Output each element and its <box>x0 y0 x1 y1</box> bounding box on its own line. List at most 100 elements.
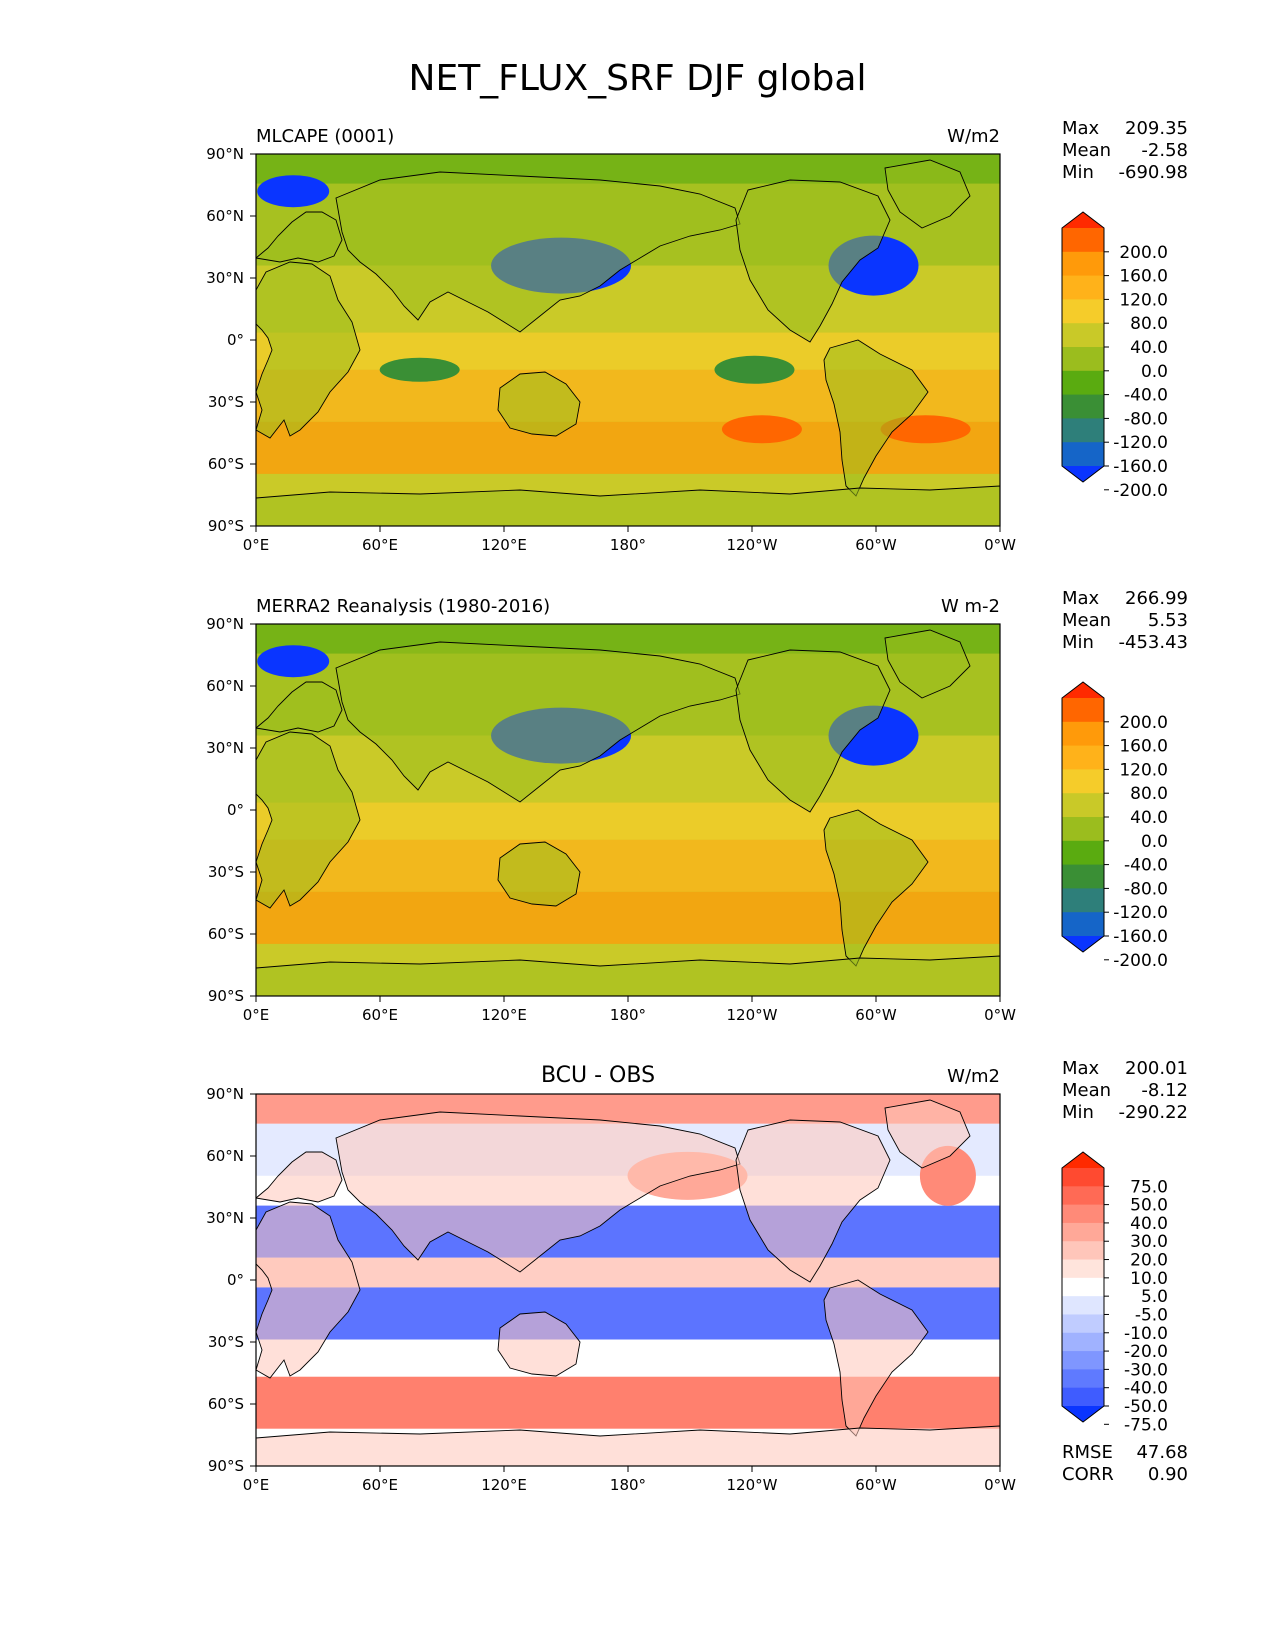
colorbar-segment <box>1062 1204 1104 1224</box>
colorbar-segment <box>1062 1369 1104 1389</box>
colorbar-segment <box>1062 394 1104 419</box>
colorbar-segment <box>1062 1332 1104 1352</box>
lat-tick-label: 30°S <box>208 1333 244 1351</box>
stat-value: 200.01 <box>1125 1058 1188 1079</box>
stat-label: Min <box>1062 1102 1094 1123</box>
map-blob <box>257 175 330 208</box>
colorbar-tick-label: -75.0 <box>1124 1415 1168 1435</box>
colorbar-segment <box>1062 1222 1104 1242</box>
colorbar-tick-label: -5.0 <box>1135 1305 1168 1325</box>
lon-tick-label: 120°E <box>481 1476 527 1494</box>
colorbar-tick-label: -200.0 <box>1113 951 1168 971</box>
colorbar-tick-label: 40.0 <box>1130 1214 1168 1234</box>
lon-tick-label: 180° <box>610 536 646 554</box>
colorbar-segment <box>1062 442 1104 467</box>
lon-tick-label: 180° <box>610 1476 646 1494</box>
stat-value: 5.53 <box>1148 610 1188 631</box>
colorbar-segment <box>1062 840 1104 866</box>
lat-tick-label: 30°S <box>208 863 244 881</box>
lat-tick-label: 30°S <box>208 393 244 411</box>
colorbar-segment <box>1062 1296 1104 1315</box>
colorbar-segment <box>1062 793 1104 818</box>
stat-value: 266.99 <box>1125 588 1188 609</box>
colorbar-segment <box>1062 912 1104 937</box>
stat-value: 209.35 <box>1125 118 1188 139</box>
colorbar-segment <box>1062 1186 1104 1206</box>
colorbar-tick-label: -40.0 <box>1124 1379 1168 1399</box>
colorbar-segment <box>1062 228 1104 253</box>
panel-units: W/m2 <box>947 1066 1000 1087</box>
map-blob <box>714 355 795 384</box>
lat-tick-label: 60°S <box>208 925 244 943</box>
lon-tick-label: 0°E <box>243 1476 270 1494</box>
colorbar-segment <box>1062 275 1104 300</box>
panel-units: W/m2 <box>947 126 1000 147</box>
colorbar-tick-label: -40.0 <box>1124 386 1168 406</box>
colorbar-tick-label: 0.0 <box>1141 832 1168 852</box>
colorbar-tick-label: -160.0 <box>1113 927 1168 947</box>
map-field <box>256 1094 1000 1466</box>
stat-label: Max <box>1062 588 1100 609</box>
lat-tick-label: 90°N <box>206 145 244 163</box>
colorbar-segment <box>1062 1277 1104 1297</box>
lat-tick-label: 30°N <box>206 739 244 757</box>
map-field <box>256 154 1000 526</box>
colorbar-tick-label: -20.0 <box>1124 1342 1168 1362</box>
lon-tick-label: 120°W <box>727 536 778 554</box>
colorbar-segment <box>1062 299 1104 324</box>
stat-label: Min <box>1062 632 1094 653</box>
lat-tick-label: 90°S <box>208 987 244 1005</box>
colorbar-tick-label: 200.0 <box>1119 243 1168 263</box>
lat-tick-label: 90°S <box>208 1457 244 1475</box>
colorbar-segment <box>1062 1314 1104 1334</box>
stat-value: 0.90 <box>1148 1464 1188 1485</box>
colorbar-segment <box>1062 1259 1104 1279</box>
colorbar-tick-label: 80.0 <box>1130 314 1168 334</box>
colorbar-segment <box>1062 864 1104 889</box>
colorbar-segment <box>1062 1387 1104 1407</box>
colorbar-tick-label: 120.0 <box>1119 290 1168 310</box>
colorbar-tick-label: 5.0 <box>1141 1287 1168 1307</box>
stat-value: -690.98 <box>1119 162 1188 183</box>
colorbar-tick-label: 160.0 <box>1119 267 1168 287</box>
panel-title: MLCAPE (0001) <box>256 126 394 147</box>
colorbar-tick-label: 40.0 <box>1130 338 1168 358</box>
colorbar-tick-label: 0.0 <box>1141 362 1168 382</box>
lat-tick-label: 30°N <box>206 1209 244 1227</box>
colorbar: 75.050.040.030.020.010.05.0-5.0-10.0-20.… <box>1061 1151 1168 1435</box>
colorbar-segment <box>1062 745 1104 770</box>
stat-value: -8.12 <box>1141 1080 1188 1101</box>
stat-value: 47.68 <box>1136 1442 1188 1463</box>
lon-tick-label: 0°W <box>984 1006 1016 1024</box>
colorbar-tick-label: -80.0 <box>1124 879 1168 899</box>
stat-label: Mean <box>1062 140 1111 161</box>
map-band <box>256 154 1000 184</box>
lon-tick-label: 60°E <box>362 1476 398 1494</box>
lon-tick-label: 0°E <box>243 536 270 554</box>
lon-tick-label: 60°E <box>362 536 398 554</box>
colorbar-tick-label: 160.0 <box>1119 737 1168 757</box>
figure-title: NET_FLUX_SRF DJF global <box>408 58 867 99</box>
lat-tick-label: 60°N <box>206 207 244 225</box>
colorbar-segment <box>1062 721 1104 747</box>
stat-label: Mean <box>1062 1080 1111 1101</box>
stat-label: Mean <box>1062 610 1111 631</box>
colorbar-extend-min <box>1062 1406 1104 1422</box>
panel-title: BCU - OBS <box>541 1063 655 1088</box>
panel-title: MERRA2 Reanalysis (1980-2016) <box>256 596 550 617</box>
lon-tick-label: 120°E <box>481 536 527 554</box>
stat-label: Min <box>1062 162 1094 183</box>
stat-value: -2.58 <box>1141 140 1188 161</box>
colorbar-segment <box>1062 817 1104 842</box>
lat-tick-label: 90°N <box>206 1085 244 1103</box>
colorbar: 200.0 160.0 120.0 80.0 40.0 0.0 -40.0 -80.0 -120… <box>1061 681 1168 971</box>
stat-label: RMSE <box>1062 1442 1113 1463</box>
colorbar-segment <box>1062 769 1104 794</box>
lat-tick-label: 60°N <box>206 1147 244 1165</box>
stat-value: -453.43 <box>1119 632 1188 653</box>
colorbar-tick-label: -80.0 <box>1124 409 1168 429</box>
colorbar-tick-label: -120.0 <box>1113 903 1168 923</box>
colorbar-tick-label: 30.0 <box>1130 1232 1168 1252</box>
colorbar-tick-label: -160.0 <box>1113 457 1168 477</box>
